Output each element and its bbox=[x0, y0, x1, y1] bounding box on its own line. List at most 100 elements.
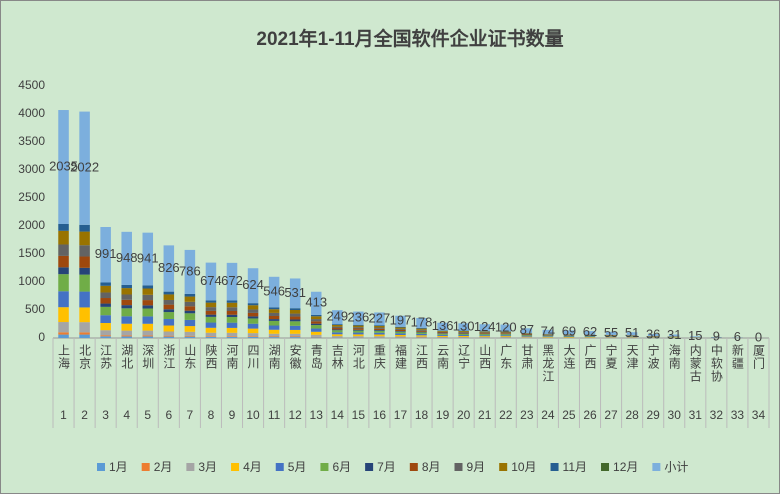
bar-segment bbox=[289, 325, 301, 330]
bar-segment bbox=[521, 333, 533, 335]
bar-segment bbox=[247, 323, 259, 329]
bar-segment bbox=[142, 335, 154, 337]
bar-segment bbox=[163, 319, 175, 326]
legend-label: 9月 bbox=[467, 460, 486, 474]
bar-segment bbox=[374, 327, 385, 329]
bar-segment bbox=[395, 331, 406, 332]
bar-segment bbox=[332, 324, 343, 327]
bar-segment bbox=[184, 319, 196, 327]
bar-segment bbox=[247, 309, 259, 313]
legend-swatch bbox=[499, 463, 508, 471]
bar-segment bbox=[437, 322, 448, 331]
bar-segment bbox=[226, 336, 238, 337]
data-label: 624 bbox=[242, 277, 264, 292]
bar-segment bbox=[268, 312, 280, 316]
y-tick-label: 4000 bbox=[18, 106, 45, 120]
y-tick-label: 1000 bbox=[18, 274, 45, 288]
bar-segment bbox=[184, 296, 196, 302]
bar-segment bbox=[163, 299, 175, 305]
bar-segment bbox=[268, 337, 280, 338]
bar-segment bbox=[374, 325, 385, 328]
x-tick-label: 陕西 bbox=[204, 343, 218, 370]
bar-segment bbox=[79, 274, 90, 292]
data-label: 69 bbox=[562, 324, 576, 339]
bar-segment bbox=[437, 335, 448, 337]
legend-swatch bbox=[365, 463, 374, 471]
bar-segment bbox=[353, 325, 364, 328]
legend-label: 11月 bbox=[563, 460, 587, 474]
bar-segment bbox=[584, 336, 596, 338]
x-tick-label: 河南 bbox=[225, 344, 239, 370]
x-tick-label: 中软协 bbox=[709, 343, 723, 383]
bar-segment bbox=[79, 231, 90, 246]
bar-segment bbox=[121, 330, 132, 336]
bar-segment bbox=[374, 325, 385, 326]
bar-segment bbox=[332, 310, 343, 325]
x-tick-label: 宁夏 bbox=[604, 343, 618, 370]
bar-segment bbox=[395, 327, 406, 329]
bar-segment bbox=[500, 336, 512, 338]
bar-segment bbox=[247, 303, 259, 306]
legend-label: 2月 bbox=[154, 460, 173, 474]
bar-segment bbox=[479, 335, 490, 337]
bar-segment bbox=[226, 317, 238, 323]
bar-segment bbox=[100, 298, 111, 304]
bar-segment bbox=[289, 337, 301, 338]
bar-segment bbox=[58, 244, 69, 256]
bar-segment bbox=[205, 314, 217, 317]
x-tick-label: 广西 bbox=[583, 344, 597, 370]
bar-segment bbox=[310, 314, 322, 317]
y-tick-label: 2000 bbox=[18, 218, 45, 232]
bar-segment bbox=[353, 324, 364, 326]
x-tick-label: 福建 bbox=[393, 343, 407, 370]
bar-segment bbox=[79, 267, 90, 275]
bar-segment bbox=[668, 334, 680, 337]
bar-segment bbox=[458, 336, 469, 338]
legend-label: 小计 bbox=[664, 460, 688, 474]
data-label: 249 bbox=[326, 309, 348, 324]
bar-segment bbox=[310, 316, 322, 320]
bar-segment bbox=[142, 285, 154, 289]
bar-segment bbox=[121, 316, 132, 324]
bar-segment bbox=[121, 299, 132, 306]
bar-segment bbox=[58, 230, 69, 245]
rank-label: 31 bbox=[689, 408, 703, 422]
bar-segment bbox=[353, 332, 364, 335]
bar-segment bbox=[226, 307, 238, 312]
bar-segment bbox=[353, 328, 364, 330]
rank-label: 28 bbox=[625, 408, 639, 422]
x-tick-label: 青岛 bbox=[309, 344, 323, 370]
bar-segment bbox=[142, 316, 154, 324]
bar-segment bbox=[310, 321, 322, 324]
bar-segment bbox=[437, 336, 448, 338]
data-label: 87 bbox=[520, 322, 534, 337]
data-label: 62 bbox=[583, 324, 597, 339]
bar-segment bbox=[289, 316, 301, 320]
rank-label: 27 bbox=[604, 408, 618, 422]
bar-segment bbox=[458, 335, 469, 337]
data-label: 236 bbox=[348, 310, 370, 325]
bar-segment bbox=[626, 332, 638, 336]
bar-segment bbox=[100, 336, 111, 338]
bar-segment bbox=[289, 313, 301, 317]
bar-segment bbox=[437, 330, 448, 332]
bar-segment bbox=[58, 110, 69, 224]
bar-segment bbox=[374, 330, 385, 333]
bar-segment bbox=[163, 294, 175, 300]
rank-label: 32 bbox=[710, 408, 724, 422]
legend-swatch bbox=[550, 463, 559, 471]
bar-segment bbox=[458, 323, 469, 331]
bar-segment bbox=[500, 335, 512, 337]
bar-segment bbox=[332, 324, 343, 325]
bar-segment bbox=[458, 334, 469, 336]
rank-label: 22 bbox=[499, 408, 513, 422]
bar-segment bbox=[416, 336, 427, 338]
data-label: 15 bbox=[688, 328, 702, 343]
rank-label: 13 bbox=[310, 408, 324, 422]
data-label: 178 bbox=[411, 314, 433, 329]
rank-label: 25 bbox=[562, 408, 576, 422]
bar-segment bbox=[184, 335, 196, 337]
x-tick-label: 江西 bbox=[415, 344, 429, 370]
bar-segment bbox=[542, 329, 554, 334]
bar-segment bbox=[100, 285, 111, 293]
